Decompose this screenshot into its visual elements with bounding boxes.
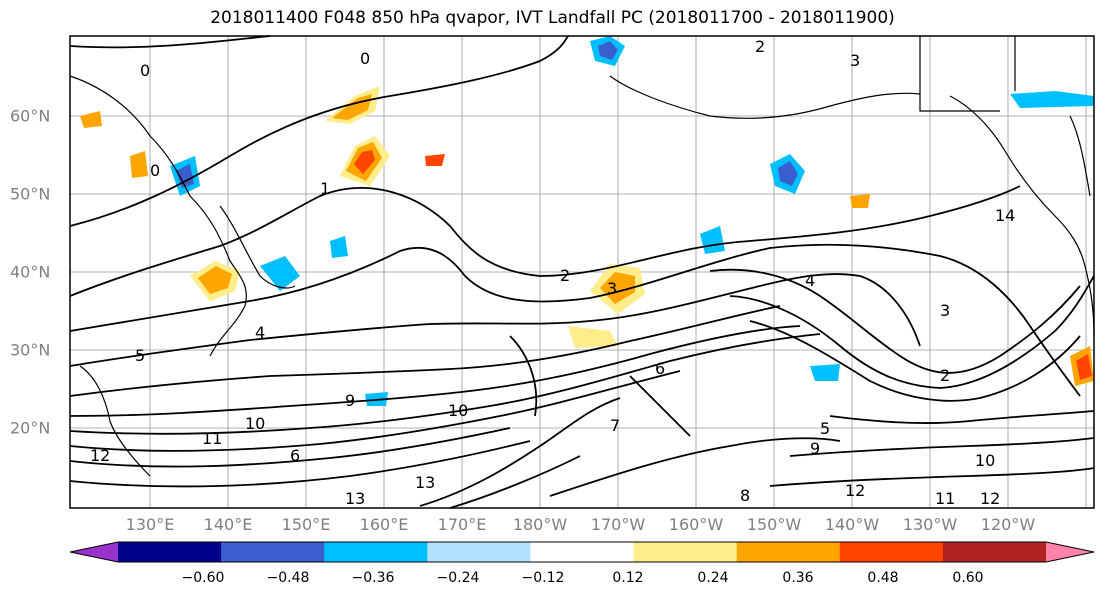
colorbar-tick-label: 0.24: [697, 570, 729, 586]
colorbar-cell: [633, 542, 738, 562]
lon-label: 180°W: [512, 515, 568, 534]
lat-label: 40°N: [10, 262, 51, 282]
lon-label: 130°E: [125, 515, 175, 534]
contour-label: 7: [610, 416, 620, 435]
colorbar-cells: [69, 541, 1095, 563]
contour-label: 3: [850, 51, 860, 70]
colorbar-cell: [427, 542, 531, 562]
contour-label: 9: [345, 391, 355, 410]
contour-label: 11: [935, 489, 955, 508]
lon-label: 170°E: [437, 515, 487, 534]
contour-label: 11: [202, 429, 222, 448]
lon-label: 170°W: [590, 515, 646, 534]
contour-label: 3: [607, 279, 617, 298]
contour-label: 4: [255, 323, 265, 342]
lon-label: 160°W: [668, 515, 724, 534]
colorbar-cell: [942, 542, 1047, 562]
contour-label: 13: [415, 473, 435, 492]
contour-label: 10: [245, 414, 265, 433]
contour-label: 6: [655, 359, 665, 378]
map-title: 2018011400 F048 850 hPa qvapor, IVT Land…: [210, 8, 895, 28]
colorbar-tick-label: −0.48: [266, 570, 310, 586]
contour-label: 12: [90, 446, 110, 465]
contour-label: 10: [975, 451, 995, 470]
lon-label: 120°W: [980, 515, 1036, 534]
contour-label: 13: [345, 489, 365, 508]
contour-label: 8: [740, 486, 750, 505]
lat-label: 50°N: [10, 184, 51, 204]
colorbar-outline: [69, 541, 1095, 563]
contour-label: 0: [140, 61, 150, 80]
colorbar-tick-label: −0.24: [436, 570, 480, 586]
colorbar-tick-label: −0.36: [351, 570, 395, 586]
contour-label: 0: [150, 161, 160, 180]
contour-label: 2: [755, 37, 765, 56]
colorbar-tick-label: 0.12: [612, 570, 644, 586]
colorbar: [69, 541, 1095, 563]
contour-label: 12: [845, 481, 865, 500]
colorbar-tick-label: −0.60: [181, 570, 225, 586]
map-canvas: 0 0 0 1 2 2 3 4 3 4 5 6 7 9 10 10 11 12 …: [69, 35, 1095, 509]
contour-label: 5: [820, 419, 830, 438]
contour-label: 3: [940, 301, 950, 320]
contour-label: 0: [360, 49, 370, 68]
colorbar-tick-label: 0.60: [952, 570, 984, 586]
colorbar-cell: [221, 542, 325, 562]
map-border: [69, 35, 1095, 509]
lat-label: 60°N: [10, 106, 51, 126]
lon-label: 130°W: [902, 515, 958, 534]
contour-label: 10: [448, 401, 468, 420]
colorbar-cell: [736, 542, 841, 562]
contour-label: 14: [995, 206, 1015, 225]
colorbar-cell: [530, 542, 635, 562]
colorbar-cell: [324, 542, 428, 562]
contour-label: 2: [560, 266, 570, 285]
map-panel[interactable]: 0 0 0 1 2 2 3 4 3 4 5 6 7 9 10 10 11 12 …: [69, 35, 1095, 509]
contour-label: 5: [135, 346, 145, 365]
lon-label: 160°E: [359, 515, 409, 534]
lat-label: 20°N: [10, 418, 51, 438]
contour-label: 4: [805, 271, 815, 290]
colorbar-tick-label: 0.36: [782, 570, 814, 586]
colorbar-tick-label: 0.48: [867, 570, 899, 586]
ivt-contours: [69, 35, 1095, 509]
lon-label: 140°E: [203, 515, 253, 534]
contour-label-group: 0 0 0 1 2 2 3 4 3 4 5 6 7 9 10 10 11 12 …: [90, 37, 1015, 508]
contour-label: 1: [320, 179, 330, 198]
lon-label: 150°W: [746, 515, 802, 534]
colorbar-cell: [839, 542, 944, 562]
lon-label: 140°W: [824, 515, 880, 534]
colorbar-tick-label: −0.12: [521, 570, 565, 586]
contour-label: 12: [980, 489, 1000, 508]
colorbar-cell: [1046, 542, 1094, 562]
lat-label: 30°N: [10, 340, 51, 360]
qvapor-anomaly-fill: [80, 36, 1094, 406]
contour-label: 2: [940, 366, 950, 385]
contour-label: 9: [810, 439, 820, 458]
lon-label: 150°E: [281, 515, 331, 534]
colorbar-cell: [118, 542, 222, 562]
contour-label: 6: [290, 446, 300, 465]
colorbar-cell: [70, 542, 118, 562]
